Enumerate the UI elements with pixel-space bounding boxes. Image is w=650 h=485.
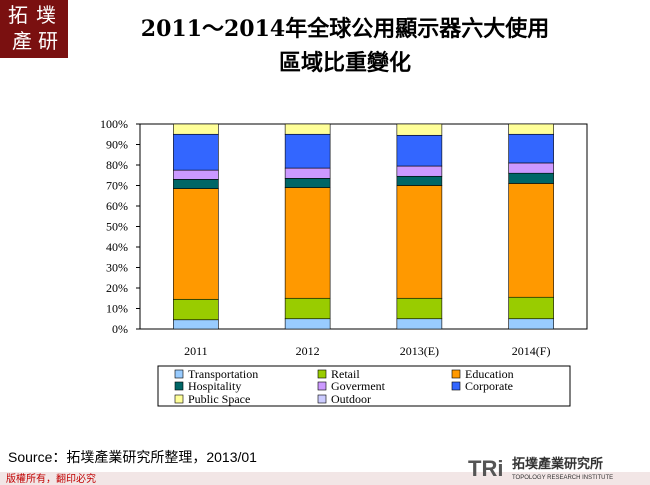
logo-box	[0, 0, 68, 58]
bar-segment	[396, 185, 443, 299]
bar-segment	[508, 133, 554, 164]
footer-bar	[0, 472, 650, 485]
bar-segment	[284, 187, 331, 299]
chart-title: 2011～2014年全球公用顯示器六大使用	[141, 16, 549, 42]
bar-segment	[396, 297, 443, 320]
copyright: 版權所有，翻印必究	[6, 472, 96, 485]
y-tick-label: 70%	[106, 179, 128, 193]
legend-label: Transportation	[188, 367, 258, 381]
legend-label: Goverment	[331, 379, 386, 393]
x-tick-label: 2014(F)	[512, 344, 551, 358]
bar-segment	[396, 175, 443, 186]
bar-segment	[508, 296, 554, 320]
bar-segment	[396, 134, 443, 167]
bar-segment	[173, 188, 219, 300]
legend-swatch	[174, 394, 184, 404]
chart: 0% 10% 20% 30% 40% 50% 60% 70% 80% 90% 100% 2011 201…	[100, 117, 588, 358]
legend-box	[157, 365, 571, 407]
brand-english: TOPOLOGY RESEARCH INSTITUTE	[512, 475, 613, 481]
y-tick-label: 80%	[106, 158, 128, 172]
y-tick-label: 30%	[106, 261, 128, 275]
legend-swatch	[451, 369, 461, 379]
logo-char: 墣	[36, 3, 56, 27]
bar-segment	[396, 165, 443, 177]
bar-segment	[508, 162, 554, 174]
y-tick-label: 60%	[106, 199, 128, 213]
bar-segment	[396, 123, 443, 136]
plot-area	[139, 123, 588, 330]
legend: Transportation Retail Education Hospitality…	[174, 367, 514, 406]
bar-segment	[173, 319, 219, 330]
bar-segment	[508, 183, 554, 298]
legend-label: Public Space	[188, 392, 250, 406]
brand-name: 拓墣產業研究所	[512, 456, 603, 472]
y-tick-label: 0%	[112, 322, 128, 336]
legend-swatch	[174, 381, 184, 391]
logo-char: 產	[12, 29, 32, 53]
bar-segment	[508, 318, 554, 330]
bar-segment	[284, 123, 331, 135]
bar-segment	[508, 123, 554, 135]
x-tick-label: 2012	[296, 344, 320, 358]
y-tick-label: 100%	[100, 117, 128, 131]
bar-segment	[508, 172, 554, 184]
bar-segment	[173, 179, 219, 189]
bar-segment	[284, 297, 331, 320]
chart-title: 區域比重變化	[279, 50, 411, 76]
logo-char: 研	[38, 29, 58, 53]
x-tick-label: 2011	[184, 344, 208, 358]
bar-segment	[284, 167, 331, 179]
bar-segment	[173, 169, 219, 180]
y-tick-label: 90%	[106, 138, 128, 152]
bar-segment	[284, 318, 331, 330]
x-tick-label: 2013(E)	[400, 344, 439, 358]
bar-segment	[173, 123, 219, 135]
legend-swatch	[317, 394, 327, 404]
y-tick-label: 40%	[106, 240, 128, 254]
source: Source：拓墣產業研究所整理，2013/01	[8, 449, 257, 465]
legend-swatch	[451, 381, 461, 391]
logo-char: 拓	[8, 3, 28, 27]
legend-swatch	[174, 369, 184, 379]
legend-label: Retail	[331, 367, 360, 381]
legend-label: Education	[465, 367, 514, 381]
y-tick-label: 20%	[106, 281, 128, 295]
bar-segment	[284, 133, 331, 169]
y-tick-label: 50%	[106, 220, 128, 234]
legend-swatch	[317, 381, 327, 391]
bar-segment	[284, 178, 331, 188]
y-tick-label: 10%	[106, 302, 128, 316]
brand-mark: TRi	[468, 456, 503, 481]
bar-segment	[173, 298, 219, 321]
legend-label: Hospitality	[188, 379, 241, 393]
bar-segment	[173, 133, 219, 171]
bar-segment	[396, 318, 443, 330]
legend-label: Corporate	[465, 379, 513, 393]
legend-swatch	[317, 369, 327, 379]
legend-label: Outdoor	[331, 392, 371, 406]
